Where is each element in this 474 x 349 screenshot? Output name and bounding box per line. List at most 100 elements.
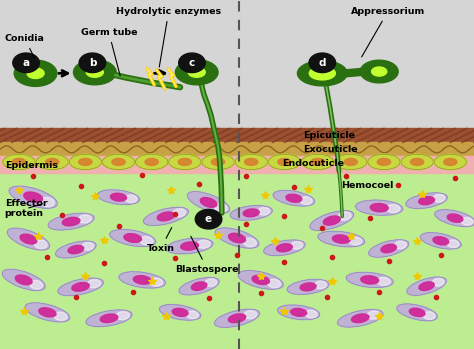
Ellipse shape [268,154,301,170]
Ellipse shape [9,186,57,208]
Ellipse shape [214,203,227,212]
Text: Blastospore: Blastospore [175,236,239,274]
Circle shape [13,53,39,73]
Ellipse shape [367,311,380,319]
Ellipse shape [368,154,400,170]
Ellipse shape [173,209,186,217]
Ellipse shape [12,158,26,165]
Text: Toxin: Toxin [147,228,175,253]
Ellipse shape [361,276,379,284]
Ellipse shape [102,154,135,170]
Ellipse shape [179,277,219,295]
Ellipse shape [305,310,317,318]
Ellipse shape [188,67,205,77]
Ellipse shape [387,205,400,213]
Ellipse shape [335,154,367,170]
Ellipse shape [124,234,142,242]
Ellipse shape [258,207,270,215]
Ellipse shape [338,212,351,220]
Ellipse shape [88,280,100,288]
Ellipse shape [25,303,70,322]
Ellipse shape [73,60,116,85]
Ellipse shape [20,234,37,244]
Ellipse shape [278,158,291,165]
Ellipse shape [211,158,225,165]
Ellipse shape [228,314,246,323]
Text: Effector
protein: Effector protein [5,199,47,218]
Ellipse shape [7,228,50,250]
Ellipse shape [187,311,199,319]
Ellipse shape [172,308,188,317]
Circle shape [179,53,205,73]
Ellipse shape [149,278,163,286]
Text: Germ tube: Germ tube [81,28,137,76]
Ellipse shape [410,158,424,165]
Text: Exocuticle: Exocuticle [303,145,358,154]
Ellipse shape [344,158,357,165]
Bar [0,173,474,349]
Ellipse shape [136,154,168,170]
Ellipse shape [300,283,316,291]
Ellipse shape [68,245,84,254]
Bar [0,156,474,173]
Text: d: d [319,58,326,68]
Text: Epicuticle: Epicuticle [303,131,356,140]
Ellipse shape [181,242,199,250]
Text: c: c [189,58,195,68]
Ellipse shape [36,154,68,170]
Ellipse shape [191,282,207,290]
Ellipse shape [381,244,396,253]
Ellipse shape [98,190,139,205]
Text: a: a [22,58,30,68]
Ellipse shape [55,241,96,258]
Circle shape [195,209,222,229]
Ellipse shape [332,235,350,243]
Ellipse shape [267,279,281,288]
Text: Endocuticle: Endocuticle [282,159,344,168]
Ellipse shape [145,158,158,165]
Ellipse shape [202,154,234,170]
Ellipse shape [72,283,89,291]
Ellipse shape [286,194,302,202]
Ellipse shape [370,203,388,212]
Ellipse shape [397,304,438,321]
Ellipse shape [116,312,129,320]
Ellipse shape [235,154,267,170]
Ellipse shape [100,314,118,322]
Text: Epidermis: Epidermis [5,161,58,170]
Ellipse shape [40,197,55,207]
Ellipse shape [369,240,409,257]
Ellipse shape [112,158,125,165]
Ellipse shape [244,238,256,247]
Ellipse shape [205,279,217,287]
Text: Hemocoel: Hemocoel [341,181,393,191]
Ellipse shape [323,216,340,225]
Ellipse shape [276,244,292,252]
Ellipse shape [175,60,218,85]
Text: Conidia: Conidia [5,34,45,58]
Ellipse shape [3,154,35,170]
Ellipse shape [349,237,362,245]
Ellipse shape [447,214,463,222]
Ellipse shape [433,194,445,202]
Ellipse shape [420,232,461,249]
Ellipse shape [318,231,365,247]
Ellipse shape [54,312,67,320]
Ellipse shape [406,193,447,209]
Ellipse shape [78,215,91,223]
Ellipse shape [433,237,449,245]
Ellipse shape [395,241,406,249]
Circle shape [309,53,336,73]
Text: Hydrolytic enzymes: Hydrolytic enzymes [116,7,221,67]
Ellipse shape [273,190,315,206]
Ellipse shape [377,277,391,285]
Ellipse shape [309,67,336,80]
Ellipse shape [86,310,132,327]
Ellipse shape [435,210,474,227]
Ellipse shape [15,275,32,285]
Ellipse shape [432,278,444,286]
Ellipse shape [86,67,103,77]
Ellipse shape [46,158,59,165]
Ellipse shape [230,206,272,220]
Ellipse shape [201,198,217,207]
